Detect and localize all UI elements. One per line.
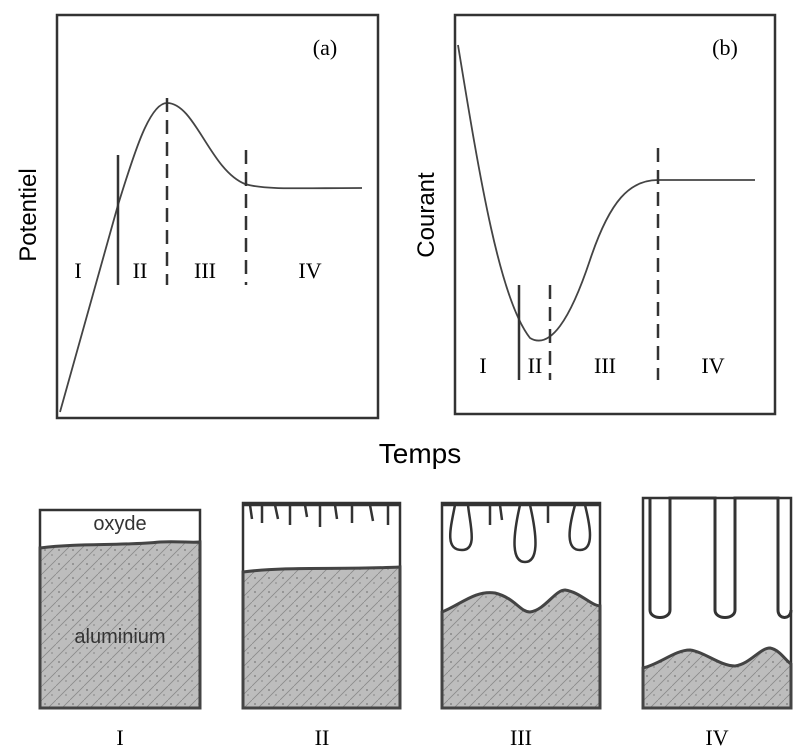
stage-label: I (116, 725, 123, 750)
metal-layer (241, 565, 402, 710)
x-axis-label: Temps (379, 438, 461, 469)
panel-a-frame (55, 13, 380, 420)
y-axis-label: Potentiel (15, 168, 42, 261)
stage-label: III (510, 725, 532, 750)
stage-label: II (315, 725, 330, 750)
current-curve (457, 44, 755, 342)
panel-b-frame (453, 13, 777, 416)
metal-label: aluminium (74, 626, 165, 648)
metal-layer (641, 646, 793, 710)
region-label: I (74, 258, 81, 283)
region-label: II (528, 353, 543, 378)
pore-growth (442, 503, 600, 564)
region-label: IV (298, 258, 321, 283)
region-label: III (194, 258, 216, 283)
stage-label: IV (705, 725, 728, 750)
panel-b-label: (b) (712, 35, 738, 60)
metal-layer (38, 540, 202, 710)
region-label: IV (701, 353, 724, 378)
potential-curve (59, 102, 363, 413)
region-label: III (594, 353, 616, 378)
pore-initiation (243, 503, 400, 527)
y-axis-label: Courant (413, 172, 440, 258)
oxide-label: oxyde (93, 513, 146, 535)
metal-layer (440, 588, 602, 710)
panel-a-label: (a) (313, 35, 337, 60)
pore-channels (648, 496, 793, 619)
region-label: II (133, 258, 148, 283)
region-label: I (479, 353, 486, 378)
